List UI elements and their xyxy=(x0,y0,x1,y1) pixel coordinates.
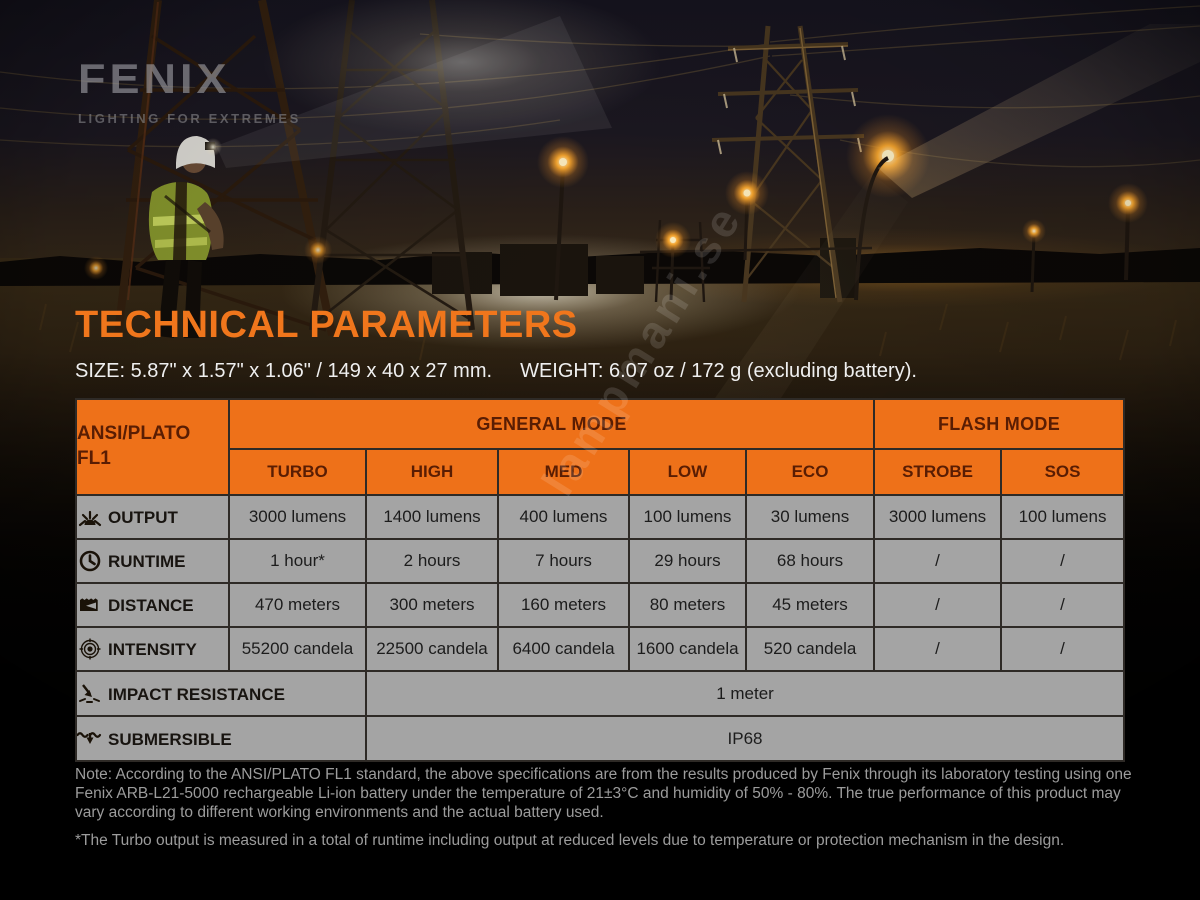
col-header-sos: SOS xyxy=(1000,448,1126,496)
spec-value-cell: 22500 candela xyxy=(365,626,499,672)
spec-value-cell: 400 lumens xyxy=(497,494,630,540)
spec-value-cell: 3000 lumens xyxy=(228,494,367,540)
sunburst-icon xyxy=(78,505,103,529)
spec-value-cell: 100 lumens xyxy=(1000,494,1126,540)
table-row-distance: DISTANCE 470 meters 300 meters 160 meter… xyxy=(75,582,1126,628)
spec-value-cell: 1600 candela xyxy=(628,626,747,672)
spec-value-cell: 300 meters xyxy=(365,582,499,628)
col-header-med: MED xyxy=(497,448,630,496)
spec-value-cell: 6400 candela xyxy=(497,626,630,672)
spec-value-cell: / xyxy=(1000,538,1126,584)
spec-value-cell: 100 lumens xyxy=(628,494,747,540)
water-drop-icon xyxy=(78,727,103,751)
col-header-high: HIGH xyxy=(365,448,499,496)
spec-value-cell: 1 meter xyxy=(364,670,1126,717)
fl1-standard-note: Note: According to the ANSI/PLATO FL1 st… xyxy=(75,766,1132,821)
fenix-tagline: LIGHTING FOR EXTREMES xyxy=(78,111,301,126)
spec-value-cell: / xyxy=(873,582,1003,628)
spec-value-cell: 520 candela xyxy=(744,626,876,672)
spec-value-cell: 2 hours xyxy=(365,538,499,584)
spec-value-cell: 30 lumens xyxy=(744,494,876,540)
row-label-impact-resistance: IMPACT RESISTANCE xyxy=(75,670,367,717)
row-label-distance: DISTANCE xyxy=(75,582,230,628)
spec-value-cell: 470 meters xyxy=(228,582,367,628)
spec-table: ANSI/PLATO FL1 GENERAL MODE FLASH MODE T… xyxy=(75,398,1126,762)
size-spec: SIZE: 5.87" x 1.57" x 1.06" / 149 x 40 x… xyxy=(75,360,493,382)
col-header-eco: ECO xyxy=(744,448,876,496)
spec-value-cell: 1 hour* xyxy=(228,538,367,584)
spec-value-cell: / xyxy=(873,626,1003,672)
table-row-output: OUTPUT 3000 lumens 1400 lumens 400 lumen… xyxy=(75,494,1126,540)
spec-value-cell: IP68 xyxy=(364,715,1126,762)
col-header-low: LOW xyxy=(628,448,747,496)
spec-value-cell: / xyxy=(873,538,1003,584)
weight-spec: WEIGHT: 6.07 oz / 172 g (excluding batte… xyxy=(520,360,917,382)
spec-value-cell: / xyxy=(1000,582,1126,628)
impact-arrow-icon xyxy=(78,682,103,706)
spec-value-cell: 68 hours xyxy=(744,538,876,584)
table-row-impact-resistance: IMPACT RESISTANCE 1 meter xyxy=(75,670,1126,717)
corner-header-ansi-plato: ANSI/PLATO FL1 xyxy=(75,398,230,496)
footnotes: Note: According to the ANSI/PLATO FL1 st… xyxy=(75,766,1137,851)
target-icon xyxy=(78,637,103,661)
table-row-submersible: SUBMERSIBLE IP68 xyxy=(75,715,1126,762)
spec-table-container: ANSI/PLATO FL1 GENERAL MODE FLASH MODE T… xyxy=(75,398,1126,762)
spec-value-cell: 29 hours xyxy=(628,538,747,584)
size-weight-line: SIZE: 5.87" x 1.57" x 1.06" / 149 x 40 x… xyxy=(75,360,917,383)
group-header-general-mode: GENERAL MODE xyxy=(227,398,876,450)
spec-value-cell: 7 hours xyxy=(497,538,630,584)
fenix-logo-text: FENIX xyxy=(78,55,231,102)
spec-value-cell: 160 meters xyxy=(497,582,630,628)
group-header-flash-mode: FLASH MODE xyxy=(873,398,1126,450)
spec-value-cell: / xyxy=(1000,626,1126,672)
row-label-submersible: SUBMERSIBLE xyxy=(75,715,367,762)
table-row-runtime: RUNTIME 1 hour* 2 hours 7 hours 29 hours… xyxy=(75,538,1126,584)
row-label-runtime: RUNTIME xyxy=(75,538,230,584)
col-header-turbo: TURBO xyxy=(228,448,367,496)
beacon-distance-icon xyxy=(78,593,103,617)
row-label-intensity: INTENSITY xyxy=(75,626,230,672)
spec-value-cell: 55200 candela xyxy=(228,626,367,672)
clock-icon xyxy=(78,549,103,573)
col-header-strobe: STROBE xyxy=(873,448,1003,496)
turbo-output-note: *The Turbo output is measured in a total… xyxy=(75,831,1065,849)
spec-value-cell: 1400 lumens xyxy=(365,494,499,540)
page-title: TECHNICAL PARAMETERS xyxy=(75,304,578,346)
spec-value-cell: 3000 lumens xyxy=(873,494,1003,540)
spec-value-cell: 45 meters xyxy=(744,582,876,628)
table-row-intensity: INTENSITY 55200 candela 22500 candela 64… xyxy=(75,626,1126,672)
row-label-output: OUTPUT xyxy=(75,494,230,540)
fenix-logo: FENIX LIGHTING FOR EXTREMES xyxy=(78,56,301,126)
spec-value-cell: 80 meters xyxy=(628,582,747,628)
